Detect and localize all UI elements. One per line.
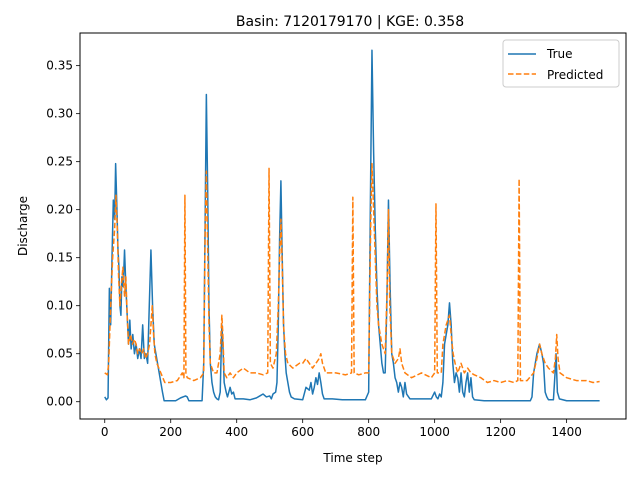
y-tick-label: 0.35 [46, 59, 73, 73]
chart-title: Basin: 7120179170 | KGE: 0.358 [236, 14, 464, 30]
y-axis: 0.00 0.05 0.10 0.15 0.20 0.25 0.30 0.35 [46, 59, 80, 409]
x-tick-label: 0 [101, 425, 109, 439]
x-tick-label: 600 [291, 425, 314, 439]
y-tick-label: 0.00 [46, 395, 73, 409]
x-tick-label: 400 [225, 425, 248, 439]
y-tick-label: 0.10 [46, 299, 73, 313]
x-axis: 0 200 400 600 800 1000 1200 1400 [101, 419, 582, 439]
y-axis-label: Discharge [16, 196, 30, 256]
series-line-true [104, 49, 600, 402]
legend-box [502, 39, 620, 88]
y-tick-label: 0.30 [46, 107, 73, 121]
legend-label-predicted: Predicted [547, 68, 603, 82]
x-tick-label: 200 [159, 425, 182, 439]
y-tick-label: 0.05 [46, 347, 73, 361]
series-layer [104, 49, 600, 402]
plot-frame [79, 32, 627, 420]
y-tick-label: 0.25 [46, 155, 73, 169]
x-axis-label: Time step [322, 451, 382, 465]
x-tick-label: 1000 [419, 425, 450, 439]
y-tick-label: 0.20 [46, 203, 73, 217]
x-tick-label: 1400 [551, 425, 582, 439]
legend-label-true: True [546, 47, 573, 61]
series-line-predicted [104, 162, 600, 384]
x-tick-label: 800 [357, 425, 380, 439]
legend: True Predicted [502, 39, 620, 88]
x-tick-label: 1200 [485, 425, 516, 439]
y-tick-label: 0.15 [46, 251, 73, 265]
